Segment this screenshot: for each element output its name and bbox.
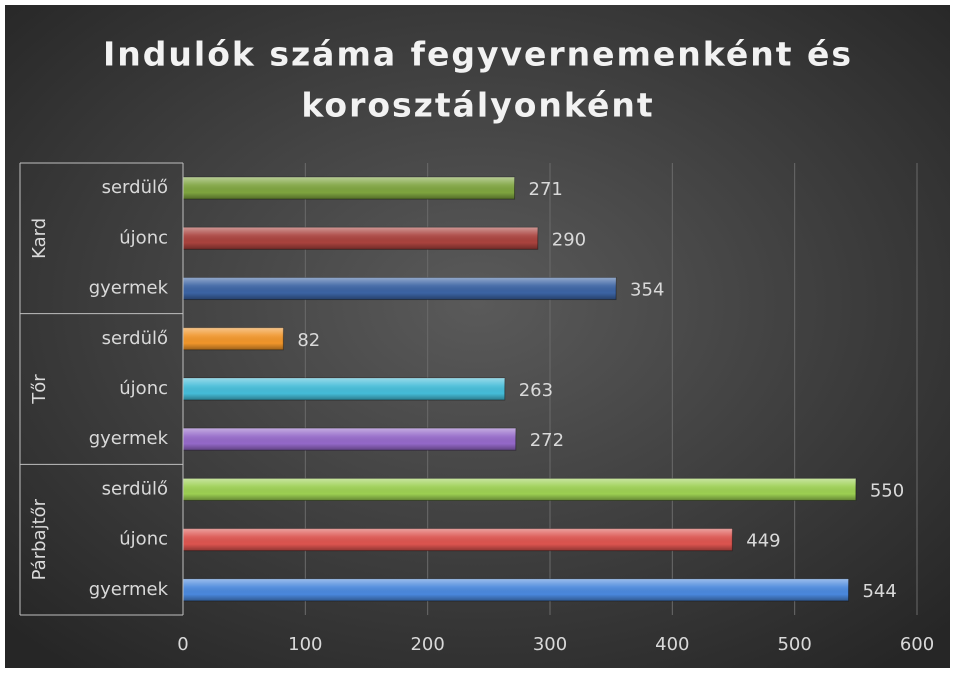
value-label: 82 bbox=[297, 330, 320, 351]
x-tick-label: 400 bbox=[655, 634, 689, 655]
y-tick-label: serdülő bbox=[102, 478, 168, 499]
value-label: 354 bbox=[630, 280, 664, 301]
bar-shine bbox=[183, 478, 856, 501]
group-label: Kard bbox=[29, 218, 50, 259]
bar-shine bbox=[183, 277, 617, 300]
y-tick-label: gyermek bbox=[89, 278, 169, 299]
y-tick-label: újonc bbox=[119, 227, 168, 248]
y-tick-label: serdülő bbox=[102, 177, 168, 198]
x-tick-label: 0 bbox=[177, 634, 188, 655]
bar-shine bbox=[183, 227, 538, 250]
background bbox=[5, 5, 950, 668]
bar-shine bbox=[183, 177, 515, 200]
value-label: 449 bbox=[746, 531, 780, 552]
bar-shine bbox=[183, 428, 516, 451]
y-tick-label: gyermek bbox=[89, 428, 169, 449]
value-label: 271 bbox=[529, 179, 563, 200]
y-tick-label: gyermek bbox=[89, 579, 169, 600]
value-label: 263 bbox=[519, 380, 553, 401]
chart-title: korosztályonként bbox=[301, 86, 654, 125]
chart-title: Indulók száma fegyvernemenként és bbox=[103, 35, 853, 74]
y-tick-label: serdülő bbox=[102, 328, 168, 349]
bar-shine bbox=[183, 578, 849, 601]
group-label: Párbajtőr bbox=[29, 498, 50, 580]
value-label: 272 bbox=[530, 430, 564, 451]
x-tick-label: 500 bbox=[777, 634, 811, 655]
group-label: Tőr bbox=[29, 374, 50, 405]
x-tick-label: 600 bbox=[900, 634, 934, 655]
y-tick-label: újonc bbox=[119, 529, 168, 550]
bar-shine bbox=[183, 528, 733, 551]
value-label: 290 bbox=[552, 229, 586, 250]
x-tick-label: 300 bbox=[533, 634, 567, 655]
x-tick-label: 100 bbox=[288, 634, 322, 655]
value-label: 550 bbox=[870, 480, 904, 501]
value-label: 544 bbox=[862, 581, 896, 602]
bar-shine bbox=[183, 378, 505, 400]
x-tick-label: 200 bbox=[410, 634, 444, 655]
bar-shine bbox=[183, 327, 284, 350]
y-tick-label: újonc bbox=[119, 378, 168, 399]
